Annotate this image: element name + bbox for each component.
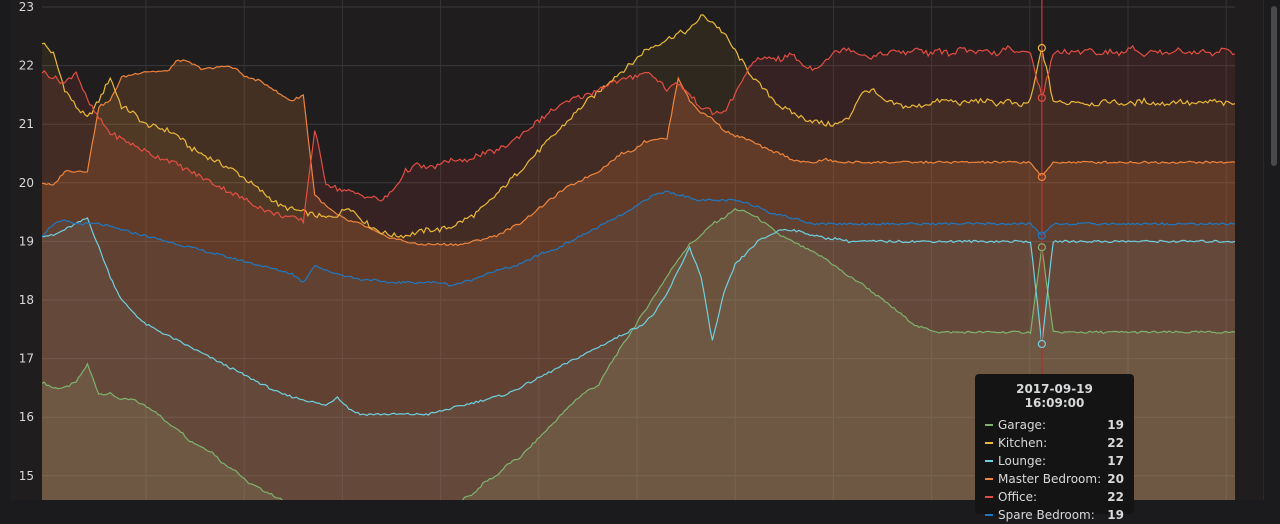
series-area-garage [42,208,1235,500]
y-tick-label: 18 [19,293,34,307]
hover-point [1037,339,1046,349]
y-tick-label: 19 [19,234,34,248]
y-tick-label: 15 [19,469,34,483]
series-color-swatch [985,514,993,516]
tooltip-series-name: Kitchen: [998,436,1048,450]
tooltip-series-value: 22 [1107,436,1124,450]
tooltip-series-name: Lounge: [998,454,1047,468]
page-scrollbar[interactable] [1268,0,1280,500]
hover-point [1037,43,1046,53]
temperature-chart[interactable]: 15 16 17 18 19 20 21 22 23 [10,0,1263,500]
series-line-office [41,44,1236,225]
y-tick-label: 23 [19,0,34,14]
tooltip-series-value: 17 [1107,454,1124,468]
series-area-spare-bedroom [42,191,1235,500]
series-area-master-bedroom [42,60,1235,500]
y-tick-label: 16 [19,410,34,424]
hover-point [1037,243,1046,252]
series-color-swatch [985,496,993,498]
scrollbar-thumb[interactable] [1271,6,1277,166]
y-tick-label: 17 [19,352,34,366]
tooltip-series-name: Office: [998,490,1038,504]
series-line-lounge [41,217,1236,417]
hover-point [1037,172,1046,182]
series-color-swatch [985,460,993,462]
series-color-swatch [985,478,993,480]
tooltip-series-name: Garage: [998,418,1046,432]
y-tick-label: 20 [19,176,34,190]
series-area-lounge [42,217,1235,500]
series-area-kitchen [42,15,1235,500]
tooltip-row: Lounge: 17 [985,452,1124,470]
y-tick-label: 21 [19,117,34,131]
hover-point [1037,231,1046,240]
tooltip-series-value: 20 [1107,472,1124,486]
hover-point [1037,93,1046,102]
tooltip-row: Garage: 19 [985,416,1124,434]
tooltip-series-name: Master Bedroom: [998,472,1102,486]
series-line-master-bedroom [41,59,1236,247]
tooltip-series-value: 19 [1107,418,1124,432]
graph-panel: 15 16 17 18 19 20 21 22 23 [10,0,1264,500]
tooltip-timestamp: 2017-09-19 16:09:00 [1016,382,1093,410]
tooltip-series-value: 19 [1107,508,1124,522]
series-area-office [42,45,1235,500]
series-line-spare-bedroom [41,190,1236,287]
hover-tooltip: 2017-09-19 16:09:00 Garage: 19 Kitchen: 22 L… [975,374,1134,522]
series-line-kitchen [41,14,1236,239]
tooltip-series-value: 22 [1107,490,1124,504]
y-tick-label: 22 [19,59,34,73]
tooltip-series-name: Spare Bedroom: [998,508,1095,522]
series-color-swatch [985,424,993,426]
tooltip-row: Kitchen: 22 [985,434,1124,452]
tooltip-row: Master Bedroom: 20 [985,470,1124,488]
tooltip-row: Spare Bedroom: 19 [985,506,1124,524]
tooltip-row: Office: 22 [985,488,1124,506]
series-color-swatch [985,442,993,444]
